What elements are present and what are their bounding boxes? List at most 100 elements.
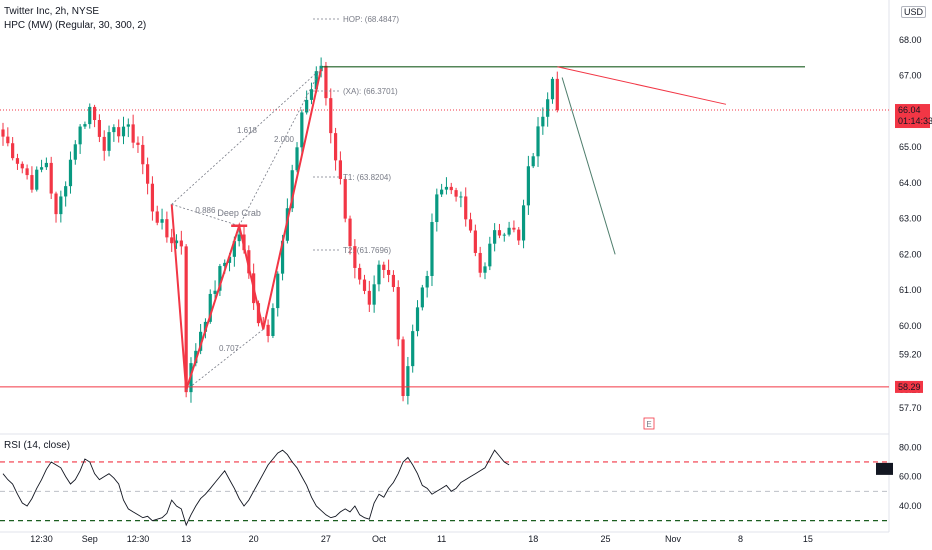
candle-body	[550, 78, 555, 100]
candle-body	[194, 350, 198, 364]
candle-body	[396, 287, 400, 340]
harmonic-pattern	[170, 68, 323, 391]
y-tick-label: 57.70	[899, 403, 922, 413]
candle-body	[11, 143, 15, 159]
candle-body	[415, 307, 420, 332]
target-level-label: HOP: (68.4847)	[343, 15, 399, 24]
candle-body	[280, 240, 285, 274]
candle-body	[295, 147, 299, 171]
candle-body	[131, 124, 135, 143]
candle-body	[199, 331, 203, 351]
ratio-label: 0.886	[195, 206, 216, 215]
rsi-badge-label: RSI	[877, 464, 892, 474]
candle-body	[497, 230, 502, 236]
candle-body	[20, 163, 24, 169]
candle-body	[478, 252, 482, 273]
candle-body	[290, 170, 294, 209]
candle-body	[464, 196, 468, 220]
candle-body	[521, 205, 526, 241]
x-tick-label: 12:30	[127, 534, 150, 544]
candle-body	[261, 323, 265, 325]
candle-body	[88, 106, 92, 125]
candle-body	[425, 275, 429, 288]
current-price-value: 66.04	[898, 105, 921, 115]
candle-body	[536, 126, 540, 157]
candle-body	[25, 168, 29, 176]
x-tick-label: 12:30	[30, 534, 53, 544]
candle-body	[208, 293, 212, 322]
candle-body	[333, 133, 338, 161]
candle-body	[218, 266, 222, 291]
candle-body	[266, 324, 270, 336]
event-marker-label: E	[646, 420, 651, 429]
candle-body	[314, 71, 318, 90]
y-tick-label: 63.00	[899, 214, 922, 224]
x-tick-label: Nov	[665, 534, 682, 544]
candle-body	[54, 193, 58, 215]
candle-body	[121, 126, 126, 137]
candle-body	[338, 160, 342, 180]
event-marker	[643, 417, 655, 430]
candle-body	[68, 159, 73, 187]
indicator-label: HPC (MW) (Regular, 30, 300, 2)	[4, 20, 147, 31]
candle-body	[459, 196, 463, 198]
candle-body	[454, 190, 458, 197]
target-level-label: T1: (63.8204)	[343, 173, 391, 182]
candle-body	[526, 166, 530, 206]
candle-body	[372, 284, 376, 305]
target-level-label: T2: (61.7696)	[343, 246, 391, 255]
candle-body	[401, 339, 405, 396]
x-tick-label: 15	[803, 534, 813, 544]
candle-body	[117, 127, 121, 137]
candle-body	[362, 279, 367, 291]
candle-body	[276, 273, 280, 309]
candle-body	[35, 169, 39, 190]
candle-body	[97, 119, 101, 137]
candle-body	[555, 78, 559, 111]
candle-body	[64, 186, 68, 197]
candle-body	[420, 287, 424, 308]
candle-body	[59, 196, 63, 215]
candle-body	[353, 246, 357, 268]
y-tick-label: 64.00	[899, 178, 922, 188]
candle-body	[449, 186, 453, 191]
chart-title: Twitter Inc, 2h, NYSE	[4, 6, 100, 17]
candle-body	[367, 290, 371, 305]
candle-body	[358, 267, 362, 280]
candle-body	[146, 164, 150, 184]
candle-body	[107, 132, 111, 151]
candle-body	[382, 264, 386, 270]
candle-body	[213, 290, 217, 294]
candle-body	[174, 240, 179, 244]
y-tick-label: 67.00	[899, 71, 922, 81]
x-tick-label: 13	[181, 534, 191, 544]
candle-body	[256, 303, 261, 324]
candle-body	[430, 222, 434, 276]
candle-body	[468, 219, 473, 231]
currency-badge[interactable]: USD	[900, 6, 926, 18]
pattern-name-label: Deep Crab	[217, 208, 261, 218]
candle-body	[300, 112, 304, 148]
candle-body	[30, 175, 34, 190]
candle-body	[411, 331, 415, 367]
ratio-line-bd	[238, 68, 322, 226]
candle-body	[49, 162, 53, 194]
support-price-badge	[895, 380, 923, 393]
candle-body	[6, 136, 10, 144]
x-tick-label: 20	[249, 534, 259, 544]
candle-body	[377, 264, 381, 285]
candle-body	[319, 65, 323, 72]
candle-body	[126, 124, 130, 127]
candle-body	[155, 211, 159, 223]
candle-body	[387, 269, 391, 275]
current-price-badge	[895, 104, 930, 129]
projection-line-green	[561, 77, 616, 255]
candle-body	[444, 186, 449, 190]
candle-body	[15, 158, 20, 164]
candle-body	[170, 237, 174, 244]
x-tick-label: Sep	[82, 534, 98, 544]
ratio-line-ac	[185, 329, 264, 391]
x-tick-label: Oct	[372, 534, 387, 544]
candle-body	[78, 126, 82, 145]
